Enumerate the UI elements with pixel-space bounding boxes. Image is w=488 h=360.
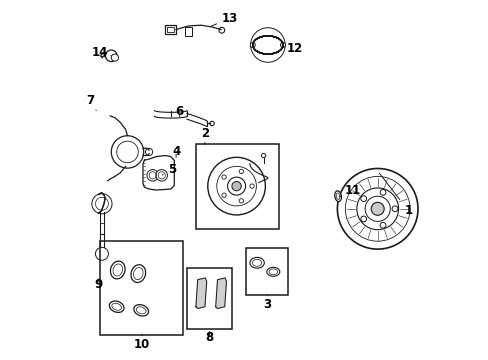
Text: 9: 9 [94, 278, 102, 291]
Text: 8: 8 [205, 331, 213, 344]
Circle shape [105, 50, 117, 62]
Polygon shape [99, 193, 105, 213]
Bar [185, 27, 192, 36]
Ellipse shape [110, 261, 125, 279]
Text: 5: 5 [162, 163, 176, 176]
Text: 4: 4 [172, 145, 180, 158]
Bar [246, 248, 287, 295]
Circle shape [231, 181, 241, 191]
Text: 10: 10 [134, 334, 150, 351]
Polygon shape [142, 156, 174, 190]
Text: 11: 11 [339, 184, 360, 197]
Circle shape [92, 194, 112, 214]
Ellipse shape [134, 305, 148, 316]
Polygon shape [196, 278, 206, 309]
Bar [165, 25, 176, 34]
Text: 13: 13 [211, 12, 238, 26]
Circle shape [219, 27, 224, 33]
Text: 3: 3 [263, 294, 271, 311]
Text: 12: 12 [280, 42, 303, 55]
Ellipse shape [249, 257, 264, 268]
Polygon shape [215, 278, 226, 309]
Bar [101, 241, 183, 335]
Circle shape [156, 170, 167, 181]
Circle shape [337, 168, 417, 249]
Text: 2: 2 [201, 127, 208, 145]
Circle shape [250, 42, 255, 48]
Circle shape [370, 202, 384, 215]
Circle shape [146, 170, 158, 181]
Ellipse shape [266, 267, 279, 276]
Ellipse shape [109, 301, 124, 312]
Bar [186, 268, 231, 329]
Circle shape [207, 157, 265, 215]
Circle shape [111, 136, 143, 168]
Ellipse shape [131, 265, 145, 283]
Text: 6: 6 [175, 105, 183, 118]
Circle shape [111, 54, 118, 61]
Circle shape [280, 42, 285, 48]
Text: 1: 1 [379, 173, 411, 217]
Circle shape [95, 247, 108, 260]
Bar [167, 27, 174, 32]
Ellipse shape [334, 191, 341, 202]
Bar [196, 144, 278, 229]
Text: 7: 7 [86, 94, 96, 111]
Text: 14: 14 [91, 46, 111, 59]
